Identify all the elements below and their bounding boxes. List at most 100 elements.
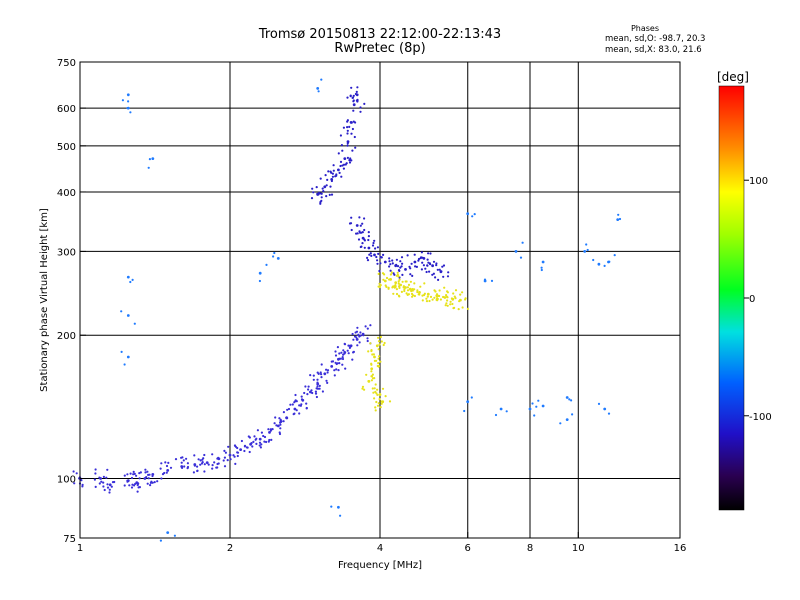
data-point xyxy=(374,409,377,412)
data-point xyxy=(279,427,282,430)
data-point xyxy=(147,166,150,169)
data-point xyxy=(131,278,134,281)
data-point xyxy=(421,294,424,297)
data-point xyxy=(377,362,380,365)
data-point xyxy=(291,403,294,406)
data-point xyxy=(451,297,455,301)
data-point xyxy=(454,289,458,292)
data-point xyxy=(348,159,351,162)
data-point xyxy=(442,295,445,299)
data-point xyxy=(325,184,328,187)
data-point xyxy=(321,390,324,393)
data-point xyxy=(211,464,214,467)
data-point xyxy=(413,288,416,291)
data-point xyxy=(375,400,378,404)
data-point xyxy=(332,169,335,172)
data-point xyxy=(307,385,310,388)
data-point xyxy=(319,192,322,195)
chart-subtitle: RwPretec (8p) xyxy=(334,41,426,56)
data-point xyxy=(144,471,147,474)
data-point xyxy=(382,278,385,281)
data-point xyxy=(447,271,450,274)
data-point xyxy=(371,373,374,376)
data-point xyxy=(406,286,409,289)
data-point xyxy=(203,463,206,466)
data-point xyxy=(326,369,330,372)
data-point xyxy=(286,408,289,411)
data-point xyxy=(416,290,419,294)
data-point xyxy=(316,381,319,384)
data-point xyxy=(379,335,382,339)
data-point xyxy=(352,338,355,341)
data-point xyxy=(341,357,345,361)
data-point xyxy=(272,255,275,258)
data-point xyxy=(151,157,155,161)
data-point xyxy=(298,404,301,407)
data-point xyxy=(106,483,109,486)
data-point xyxy=(418,293,421,296)
data-point xyxy=(380,340,383,343)
data-point xyxy=(369,342,372,345)
data-point xyxy=(428,270,431,273)
data-points xyxy=(72,78,622,542)
data-point xyxy=(100,480,103,483)
data-point xyxy=(348,161,352,164)
data-point xyxy=(461,291,464,294)
data-point xyxy=(268,431,271,434)
data-point xyxy=(379,262,382,265)
data-point xyxy=(342,167,345,170)
data-point xyxy=(350,228,353,232)
data-point xyxy=(438,289,441,292)
data-point xyxy=(377,272,380,275)
data-point xyxy=(337,369,340,372)
data-point xyxy=(443,296,447,299)
data-point xyxy=(94,468,97,471)
data-point xyxy=(445,295,449,298)
data-point xyxy=(425,270,428,274)
data-point xyxy=(351,149,354,152)
data-point xyxy=(75,472,78,475)
data-point xyxy=(431,298,434,301)
data-point xyxy=(334,361,337,364)
data-point xyxy=(338,357,341,360)
data-point xyxy=(325,368,328,371)
data-point xyxy=(449,300,452,303)
data-point xyxy=(360,245,363,248)
data-point xyxy=(159,467,162,470)
data-point xyxy=(128,484,131,487)
data-point xyxy=(470,396,473,399)
data-point xyxy=(151,474,154,478)
data-point xyxy=(403,289,406,293)
data-point xyxy=(325,195,328,198)
data-point xyxy=(262,434,265,438)
data-point xyxy=(377,348,380,351)
data-point xyxy=(397,282,400,285)
data-point xyxy=(269,429,272,432)
data-point xyxy=(383,260,387,264)
data-point xyxy=(445,302,448,305)
data-point xyxy=(346,120,349,123)
data-point xyxy=(397,280,400,283)
data-point xyxy=(570,399,573,402)
data-point xyxy=(174,458,178,461)
data-point xyxy=(181,456,184,459)
data-point xyxy=(359,110,362,113)
data-point xyxy=(186,462,189,465)
data-point xyxy=(434,276,437,279)
data-point xyxy=(413,260,417,264)
data-point xyxy=(199,463,202,466)
data-point xyxy=(366,256,369,259)
data-point xyxy=(248,450,251,454)
data-point xyxy=(339,514,342,517)
data-point xyxy=(519,256,523,259)
data-point xyxy=(334,175,337,178)
data-point xyxy=(334,350,337,353)
data-point xyxy=(356,232,359,235)
data-point xyxy=(404,268,407,271)
data-point xyxy=(453,295,456,298)
colorbar-label: [deg] xyxy=(717,70,749,84)
data-point xyxy=(376,404,380,407)
data-point xyxy=(350,216,353,219)
data-point xyxy=(94,485,97,488)
data-point xyxy=(404,286,407,289)
